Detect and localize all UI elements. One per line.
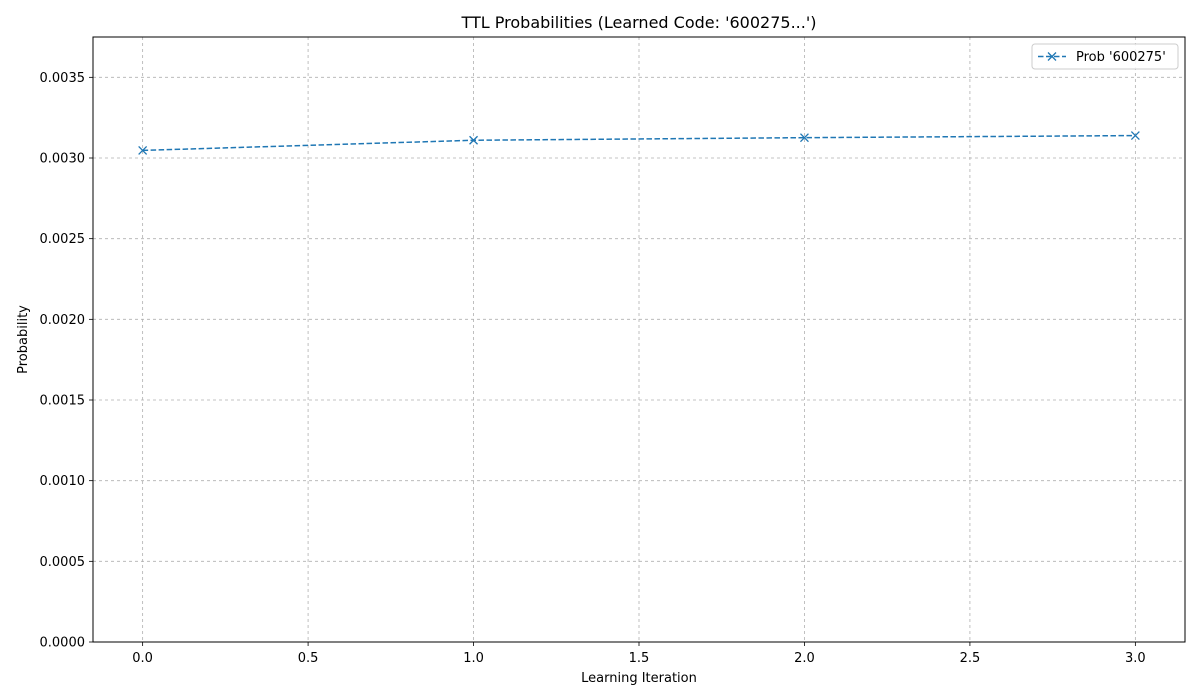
data-point-marker: [1130, 131, 1140, 141]
x-tick-label: 3.0: [1125, 651, 1146, 666]
y-tick-label: 0.0015: [40, 394, 86, 409]
x-tick-label: 2.5: [960, 651, 981, 666]
y-tick-label: 0.0005: [40, 555, 86, 570]
series-line: [142, 134, 1136, 152]
x-tick-label: 1.0: [463, 651, 484, 666]
y-tick-label: 0.0020: [40, 313, 86, 328]
x-axis-ticks: 0.0 0.5 1.0 1.5 2.0 2.5 3.0: [132, 642, 1146, 666]
series-layer: [138, 131, 1140, 155]
legend-label: Prob '600275': [1076, 50, 1166, 65]
x-tick-label: 0.5: [298, 651, 319, 666]
chart-title: TTL Probabilities (Learned Code: '600275…: [461, 13, 817, 32]
y-tick-label: 0.0035: [40, 71, 86, 86]
data-point-marker: [138, 145, 148, 155]
legend-box: [1031, 43, 1179, 70]
y-axis-label: Probability: [16, 305, 31, 374]
y-tick-label: 0.0010: [40, 474, 86, 489]
grid-lines: [93, 37, 1185, 643]
x-tick-label: 0.0: [132, 651, 153, 666]
x-tick-label: 2.0: [794, 651, 815, 666]
data-point-marker: [469, 135, 479, 145]
legend-x-marker: [1047, 52, 1057, 61]
data-point-marker: [799, 133, 809, 143]
y-axis-ticks: 0.0000 0.0005 0.0010 0.0015 0.0020 0.0025 0.00…: [40, 71, 93, 651]
x-tick-label: 1.5: [629, 651, 650, 666]
y-tick-label: 0.0000: [40, 636, 86, 651]
y-tick-label: 0.0025: [40, 232, 86, 247]
x-axis-label: Learning Iteration: [581, 671, 697, 686]
y-tick-label: 0.0030: [40, 152, 86, 167]
legend: Prob '600275': [1031, 43, 1179, 70]
